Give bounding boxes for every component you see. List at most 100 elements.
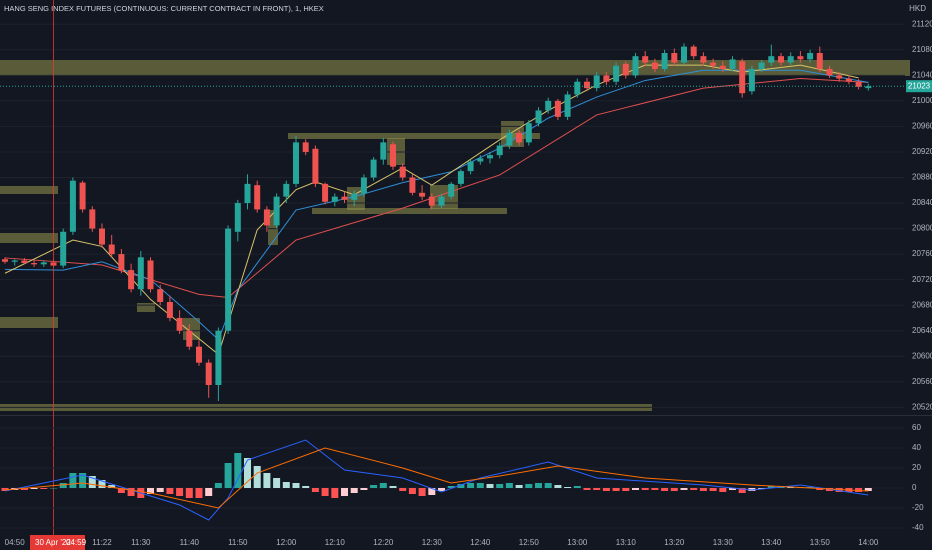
histogram-bar (253, 466, 261, 488)
y-tick-label: 20960 (912, 122, 932, 131)
x-tick-label: 12:40 (470, 538, 491, 547)
y-tick-label: 20880 (912, 173, 932, 182)
histogram-bar (147, 488, 154, 494)
x-tick-label: 04:50 (5, 538, 26, 547)
y-tick-label: 20680 (912, 300, 932, 309)
candle-body (739, 61, 746, 94)
candle-body (244, 183, 251, 204)
histogram-bar (50, 488, 57, 489)
candle-body (108, 244, 115, 255)
x-tick-label: 13:30 (713, 538, 734, 547)
y-tick-label: 21000 (912, 96, 932, 105)
last-price-label: 21023 (908, 81, 931, 90)
x-tick-label: 13:00 (567, 538, 588, 547)
y-tick-label: 20520 (912, 402, 932, 411)
candle-body (506, 132, 513, 146)
candle-body (99, 228, 105, 245)
y-tick-label: 20 (912, 463, 921, 472)
histogram-bar (341, 488, 348, 496)
histogram-bar (205, 488, 213, 496)
histogram-bar (573, 486, 581, 488)
histogram-bar (738, 488, 746, 493)
histogram-bar (40, 488, 48, 489)
histogram-bar (311, 488, 319, 492)
histogram-bar (273, 478, 281, 488)
candle-body (225, 228, 232, 331)
candle-body (438, 196, 445, 206)
y-tick-label: 20600 (912, 351, 932, 360)
candle-body (2, 259, 8, 262)
histogram-bar (59, 483, 67, 488)
y-tick-label: 20720 (912, 275, 932, 284)
candle-body (642, 56, 649, 63)
candle-body (613, 65, 620, 82)
crosshair-time: 04:59 (66, 538, 87, 547)
candle-body (457, 171, 464, 184)
candle-body (836, 75, 843, 79)
y-tick-label: 20560 (912, 377, 932, 386)
histogram-bar (447, 486, 455, 488)
zone (0, 60, 910, 76)
histogram-bar (282, 482, 290, 488)
indicator-line (4, 78, 869, 299)
histogram-bar (79, 473, 87, 488)
candle-body (622, 63, 629, 76)
zone (288, 133, 540, 139)
candle-body (778, 56, 784, 63)
histogram-bar (544, 483, 552, 488)
candle-body (448, 183, 455, 197)
histogram-bar (864, 488, 872, 491)
histogram-bar (263, 473, 271, 488)
candle-body (370, 159, 377, 178)
candle-body (845, 78, 852, 82)
histogram-bar (670, 488, 678, 491)
zone (0, 317, 58, 328)
histogram-bar (331, 488, 339, 498)
candle-body (525, 123, 532, 143)
candle-body (826, 68, 833, 76)
histogram-bar (418, 488, 426, 496)
candle-body (31, 263, 38, 265)
candle-body (787, 56, 794, 63)
candle-body (351, 193, 358, 200)
histogram-bar (166, 488, 174, 494)
histogram-bar (680, 488, 688, 490)
histogram-bar (350, 488, 358, 493)
histogram-bar (224, 463, 232, 488)
histogram-bar (176, 488, 184, 496)
candle-body (467, 161, 474, 172)
histogram-bar (476, 483, 484, 488)
histogram-bar (612, 488, 620, 491)
y-tick-label: 20760 (912, 249, 932, 258)
candle-body (428, 196, 435, 206)
histogram-bar (564, 487, 572, 488)
histogram-bar (438, 488, 445, 491)
histogram-bar (535, 483, 542, 488)
candle-body (603, 75, 610, 82)
candle-body (535, 110, 542, 124)
candle-body (360, 177, 367, 194)
histogram-bar (20, 488, 28, 490)
crosshair-date: 30 Apr '22 (35, 538, 71, 547)
candle-body (797, 56, 804, 60)
histogram-bar (505, 483, 513, 488)
histogram-bar (767, 486, 775, 488)
candle-body (157, 289, 164, 302)
histogram-bar (486, 484, 494, 488)
histogram-bar (554, 485, 562, 488)
x-tick-label: 13:20 (664, 538, 685, 547)
histogram-bar (622, 488, 630, 491)
x-tick-label: 13:10 (616, 538, 637, 547)
histogram-bar (30, 488, 38, 489)
histogram-bar (117, 488, 125, 493)
candle-body (215, 330, 222, 385)
y-tick-label: -40 (912, 523, 924, 532)
candle-body (690, 46, 697, 57)
y-tick-label: 20640 (912, 326, 932, 335)
candle-body (176, 317, 183, 331)
candle-body (380, 142, 387, 160)
histogram-bar (389, 486, 397, 488)
histogram-bar (408, 488, 416, 494)
candle-body (477, 158, 484, 162)
